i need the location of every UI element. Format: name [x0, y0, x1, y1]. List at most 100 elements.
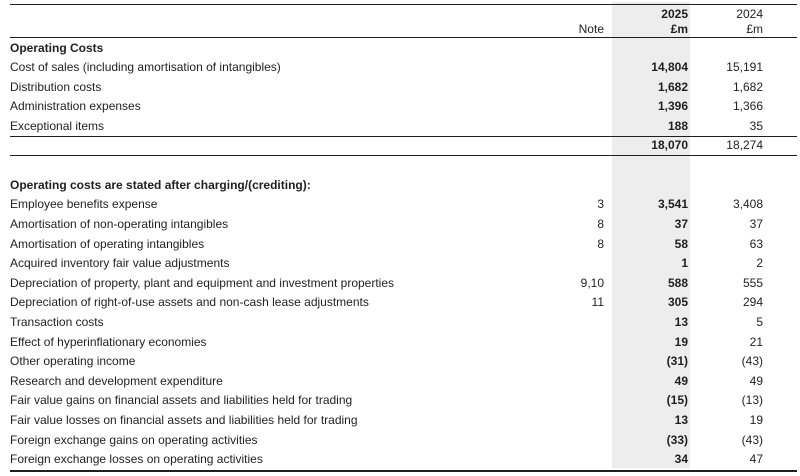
row-label: Fair value losses on financial assets an…	[10, 413, 358, 427]
row-label: Amortisation of non-operating intangible…	[10, 217, 229, 232]
table-row: Research and development expenditure 49 49	[0, 372, 800, 392]
col-header-note: Note	[578, 22, 604, 36]
section1-total-row: 18,070 18,274	[0, 137, 800, 155]
row-value-2025: (15)	[666, 393, 688, 408]
rule-below-total	[10, 154, 797, 156]
row-value-2025: 13	[674, 315, 688, 330]
row-value-2025: 1,682	[657, 79, 688, 94]
row-label: Transaction costs	[10, 315, 104, 330]
table-row: Distribution costs 1,682 1,682	[0, 78, 800, 98]
row-value-2024: (43)	[741, 354, 763, 369]
row-note: 11	[591, 295, 604, 310]
row-value-2024: 294	[742, 295, 763, 310]
row-value-2025: 13	[674, 413, 688, 427]
row-value-2025: 49	[674, 373, 688, 388]
row-note: 8	[597, 217, 604, 232]
table-row: Effect of hyperinflationary economies 19 2…	[0, 333, 800, 353]
row-label: Exceptional items	[10, 118, 105, 133]
row-label: Other operating income	[10, 354, 136, 369]
section2-title: Operating costs are stated after chargin…	[10, 177, 311, 192]
total-value-2024: 18,274	[726, 138, 763, 153]
section1-title-row: Operating Costs	[0, 38, 800, 58]
row-value-2024: 555	[742, 275, 763, 290]
header-year-row: 2025 2024	[0, 5, 800, 22]
row-note: 8	[597, 236, 604, 251]
row-value-2025: 14,804	[651, 60, 688, 74]
col-header-year-2024: 2024	[736, 7, 763, 21]
row-value-2024: 63	[749, 236, 763, 251]
row-value-2025: 1,396	[657, 99, 688, 114]
section2-title-row: Operating costs are stated after chargin…	[0, 176, 800, 196]
row-label: Employee benefits expense	[10, 197, 158, 212]
row-value-2025: 3,541	[657, 197, 688, 212]
row-value-2024: 15,191	[726, 60, 763, 74]
row-value-2025: 34	[674, 452, 688, 467]
row-note: 3	[597, 197, 604, 212]
row-value-2024: 5	[756, 315, 763, 330]
row-value-2025: 58	[674, 236, 688, 251]
rule-bottom	[10, 469, 797, 472]
rule-above-total	[10, 136, 797, 138]
row-label: Depreciation of property, plant and equi…	[10, 275, 395, 290]
table-row: Employee benefits expense 3 3,541 3,408	[0, 195, 800, 215]
header-unit-row: Note £m £m	[0, 22, 800, 37]
section-gap	[0, 156, 800, 176]
table-row: Amortisation of non-operating intangible…	[0, 215, 800, 235]
table-row: Foreign exchange gains on operating acti…	[0, 431, 800, 451]
row-value-2025: (31)	[666, 354, 688, 369]
row-value-2024: 1,366	[732, 99, 763, 114]
table-row: Amortisation of operating intangibles 8 58…	[0, 235, 800, 255]
row-value-2024: 2	[756, 256, 763, 271]
table-row: Fair value losses on financial assets an…	[0, 411, 800, 431]
rule-top	[10, 4, 797, 5]
section1-rows: Cost of sales (including amortisation of…	[0, 58, 800, 136]
row-label: Effect of hyperinflationary economies	[10, 334, 207, 349]
table-row: Fair value gains on financial assets and…	[0, 391, 800, 411]
row-value-2024: 35	[749, 118, 763, 133]
row-value-2024: 3,408	[732, 197, 763, 212]
row-value-2024: 47	[749, 452, 763, 467]
total-value-2025: 18,070	[651, 138, 688, 153]
row-label: Depreciation of right-of-use assets and …	[10, 295, 369, 310]
row-label: Administration expenses	[10, 99, 141, 114]
row-label: Amortisation of operating intangibles	[10, 236, 205, 251]
row-label: Distribution costs	[10, 79, 102, 94]
row-label: Cost of sales (including amortisation of…	[10, 60, 281, 74]
col-header-unit-2025: £m	[670, 22, 688, 36]
col-header-year-2025: 2025	[661, 7, 688, 21]
row-value-2025: 19	[674, 334, 688, 349]
table-row: Cost of sales (including amortisation of…	[0, 58, 800, 78]
row-label: Fair value gains on financial assets and…	[10, 393, 353, 408]
table-row: Other operating income (31) (43)	[0, 352, 800, 372]
table-row: Administration expenses 1,396 1,366	[0, 97, 800, 117]
table-row: Depreciation of property, plant and equi…	[0, 274, 800, 294]
row-label: Acquired inventory fair value adjustment…	[10, 256, 230, 271]
row-value-2025: (33)	[666, 432, 688, 447]
section2-rows: Employee benefits expense 3 3,541 3,408 Amor…	[0, 195, 800, 469]
row-value-2025: 1	[681, 256, 688, 271]
table-row: Exceptional items 188 35	[0, 117, 800, 137]
row-note: 9,10	[580, 275, 604, 290]
row-label: Foreign exchange gains on operating acti…	[10, 432, 258, 447]
row-label: Foreign exchange losses on operating act…	[10, 452, 263, 467]
table-row: Acquired inventory fair value adjustment…	[0, 254, 800, 274]
row-value-2024: (13)	[741, 393, 763, 408]
col-header-unit-2024: £m	[746, 22, 763, 36]
row-value-2025: 305	[667, 295, 688, 310]
row-value-2024: (43)	[741, 432, 763, 447]
highlight-band-2025	[612, 2, 690, 468]
table-row: Foreign exchange losses on operating act…	[0, 450, 800, 470]
row-value-2025: 188	[667, 118, 688, 133]
row-value-2024: 49	[749, 373, 763, 388]
row-value-2025: 588	[667, 275, 688, 290]
table-row: Depreciation of right-of-use assets and …	[0, 293, 800, 313]
row-value-2024: 1,682	[732, 79, 763, 94]
row-value-2024: 37	[749, 217, 763, 232]
row-value-2024: 19	[749, 413, 763, 427]
table-row: Transaction costs 13 5	[0, 313, 800, 333]
section1-title: Operating Costs	[10, 41, 104, 55]
rule-header-bottom	[10, 37, 797, 38]
row-label: Research and development expenditure	[10, 373, 223, 388]
row-value-2024: 21	[749, 334, 763, 349]
